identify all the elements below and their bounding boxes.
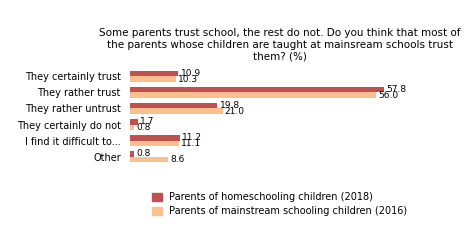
Text: 57.8: 57.8 [386, 86, 406, 94]
Bar [130, 157, 168, 162]
Text: 0.8: 0.8 [136, 123, 151, 132]
Text: 10.3: 10.3 [178, 75, 198, 83]
Text: 1.7: 1.7 [140, 117, 155, 127]
Text: 11.1: 11.1 [181, 139, 201, 147]
Bar [130, 109, 223, 114]
Bar [130, 93, 376, 98]
Text: 8.6: 8.6 [171, 155, 185, 164]
Text: 0.8: 0.8 [136, 150, 151, 158]
Bar [130, 135, 179, 140]
Text: 56.0: 56.0 [378, 91, 398, 99]
Bar [130, 140, 179, 146]
Bar [130, 71, 178, 76]
Bar [130, 76, 176, 82]
Bar [130, 87, 384, 93]
Bar [130, 103, 217, 109]
Legend: Parents of homeschooling children (2018), Parents of mainstream schooling childr: Parents of homeschooling children (2018)… [152, 192, 407, 216]
Bar [130, 124, 134, 130]
Bar [130, 151, 134, 157]
Text: 21.0: 21.0 [225, 106, 245, 116]
Text: 19.8: 19.8 [219, 101, 240, 110]
Bar [130, 119, 138, 124]
Text: 11.2: 11.2 [182, 134, 202, 142]
Title: Some parents trust school, the rest do not. Do you think that most of
the parent: Some parents trust school, the rest do n… [99, 28, 460, 62]
Text: 10.9: 10.9 [180, 69, 200, 78]
